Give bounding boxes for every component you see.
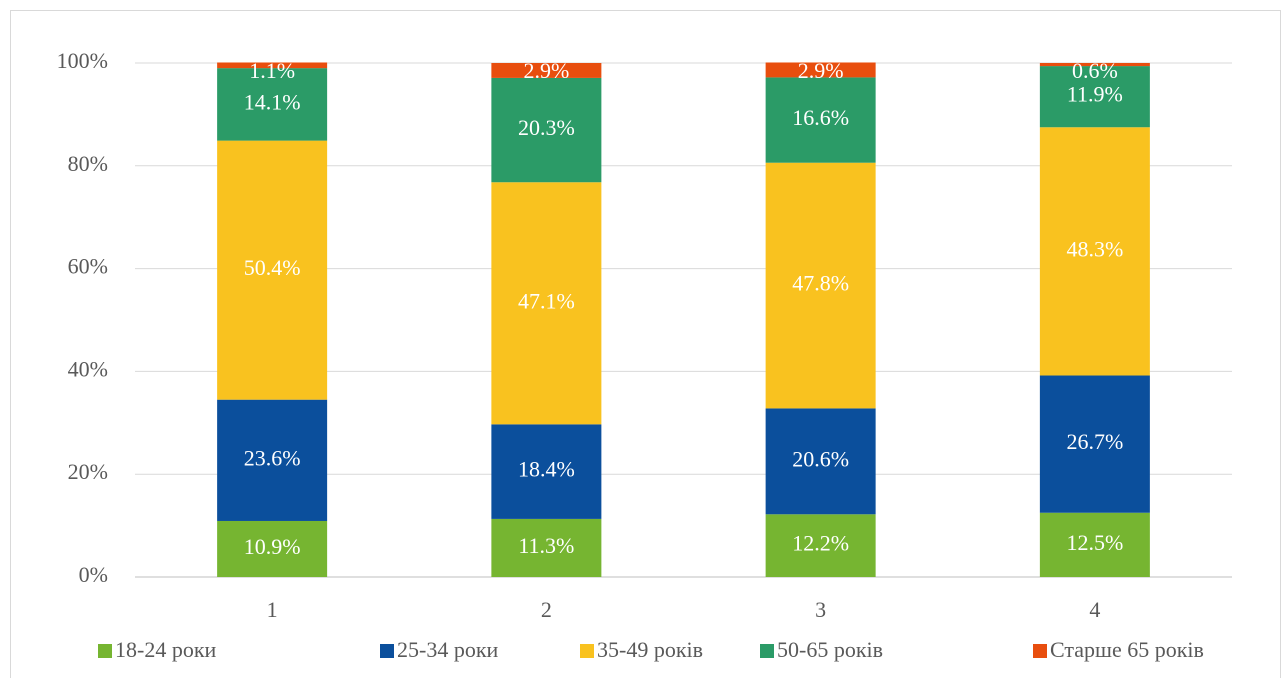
bar-segment [491, 77, 602, 183]
legend-swatch [1033, 644, 1047, 658]
legend-swatch [380, 644, 394, 658]
data-label: 2.9% [798, 58, 844, 83]
bar-segment [217, 62, 328, 69]
legend-swatch [98, 644, 112, 658]
bar-segment [1039, 375, 1150, 513]
data-label: 16.6% [792, 105, 849, 130]
bar-segment [765, 77, 876, 163]
data-label: 26.7% [1066, 429, 1123, 454]
bar-segment [217, 520, 328, 577]
data-label: 47.1% [518, 288, 575, 313]
data-label: 48.3% [1066, 236, 1123, 261]
data-label: 12.2% [792, 531, 849, 556]
bar-segment [491, 63, 602, 78]
data-label: 10.9% [244, 534, 301, 559]
y-tick-label: 0% [79, 562, 108, 587]
bar-segment [1039, 127, 1150, 376]
bar-segment [1039, 63, 1150, 67]
legend-label: 35-49 років [597, 637, 703, 662]
data-label: 11.9% [1067, 82, 1123, 107]
x-tick-label: 3 [815, 597, 826, 622]
data-label: 12.5% [1066, 530, 1123, 555]
data-label: 18.4% [518, 457, 575, 482]
data-label: 11.3% [518, 533, 574, 558]
y-tick-label: 100% [57, 48, 108, 73]
data-label: 1.1% [249, 58, 295, 83]
bar-segment [491, 182, 602, 425]
bar-segment [1039, 66, 1150, 128]
data-label: 14.1% [244, 89, 301, 114]
data-label: 0.6% [1072, 58, 1118, 83]
bar-segment [217, 399, 328, 521]
data-label: 2.9% [523, 58, 569, 83]
legend-label: 18-24 роки [115, 637, 217, 662]
bar-segment [765, 514, 876, 577]
data-label: 50.4% [244, 255, 301, 280]
legend-swatch [580, 644, 594, 658]
bar-segment [491, 518, 602, 577]
y-tick-label: 20% [68, 459, 108, 484]
data-label: 20.6% [792, 446, 849, 471]
x-tick-label: 1 [267, 597, 278, 622]
y-tick-label: 60% [68, 254, 108, 279]
legend-label: 25-34 роки [397, 637, 499, 662]
bar-segment [765, 62, 876, 78]
x-tick-label: 2 [541, 597, 552, 622]
y-tick-label: 40% [68, 356, 108, 381]
bar-segment [217, 140, 328, 400]
bar-segment [765, 162, 876, 409]
data-label: 20.3% [518, 115, 575, 140]
legend-label: Старше 65 років [1050, 637, 1204, 662]
bar-segment [217, 68, 328, 141]
data-label: 23.6% [244, 445, 301, 470]
y-tick-label: 80% [68, 151, 108, 176]
x-tick-label: 4 [1089, 597, 1100, 622]
legend-swatch [760, 644, 774, 658]
bar-segment [765, 408, 876, 515]
bar-segment [491, 424, 602, 519]
bar-segment [1039, 512, 1150, 577]
legend-label: 50-65 років [777, 637, 883, 662]
data-label: 47.8% [792, 271, 849, 296]
